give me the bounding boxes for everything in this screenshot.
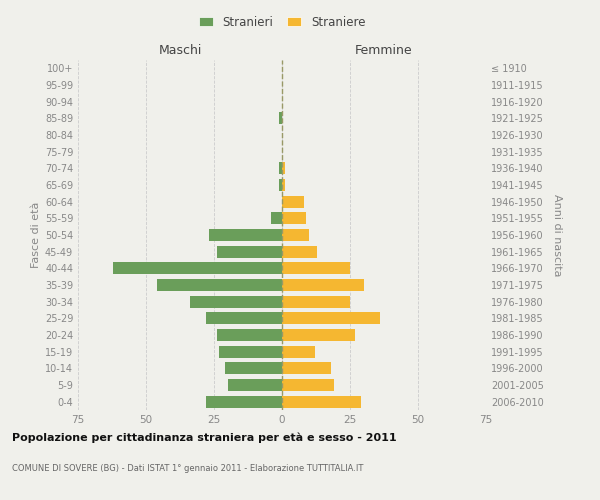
Bar bbox=[282, 196, 304, 207]
Bar bbox=[279, 112, 282, 124]
Bar bbox=[282, 329, 355, 341]
Bar bbox=[220, 346, 282, 358]
Bar bbox=[209, 229, 282, 241]
Bar bbox=[279, 162, 282, 174]
Bar bbox=[282, 262, 350, 274]
Text: Femmine: Femmine bbox=[355, 44, 413, 57]
Bar bbox=[282, 246, 317, 258]
Bar bbox=[282, 162, 285, 174]
Bar bbox=[282, 396, 361, 407]
Bar bbox=[217, 246, 282, 258]
Y-axis label: Fasce di età: Fasce di età bbox=[31, 202, 41, 268]
Bar bbox=[282, 362, 331, 374]
Bar bbox=[282, 379, 334, 391]
Text: Maschi: Maschi bbox=[158, 44, 202, 57]
Bar bbox=[190, 296, 282, 308]
Bar bbox=[282, 346, 314, 358]
Bar bbox=[282, 312, 380, 324]
Bar bbox=[113, 262, 282, 274]
Text: COMUNE DI SOVERE (BG) - Dati ISTAT 1° gennaio 2011 - Elaborazione TUTTITALIA.IT: COMUNE DI SOVERE (BG) - Dati ISTAT 1° ge… bbox=[12, 464, 364, 473]
Bar bbox=[225, 362, 282, 374]
Bar bbox=[271, 212, 282, 224]
Bar bbox=[157, 279, 282, 291]
Bar bbox=[282, 296, 350, 308]
Y-axis label: Anni di nascita: Anni di nascita bbox=[552, 194, 562, 276]
Legend: Stranieri, Straniere: Stranieri, Straniere bbox=[194, 11, 370, 34]
Bar bbox=[217, 329, 282, 341]
Bar bbox=[206, 312, 282, 324]
Bar bbox=[227, 379, 282, 391]
Bar bbox=[282, 279, 364, 291]
Bar bbox=[282, 212, 307, 224]
Bar bbox=[206, 396, 282, 407]
Bar bbox=[282, 179, 285, 191]
Text: Popolazione per cittadinanza straniera per età e sesso - 2011: Popolazione per cittadinanza straniera p… bbox=[12, 432, 397, 443]
Bar bbox=[279, 179, 282, 191]
Bar bbox=[282, 229, 309, 241]
